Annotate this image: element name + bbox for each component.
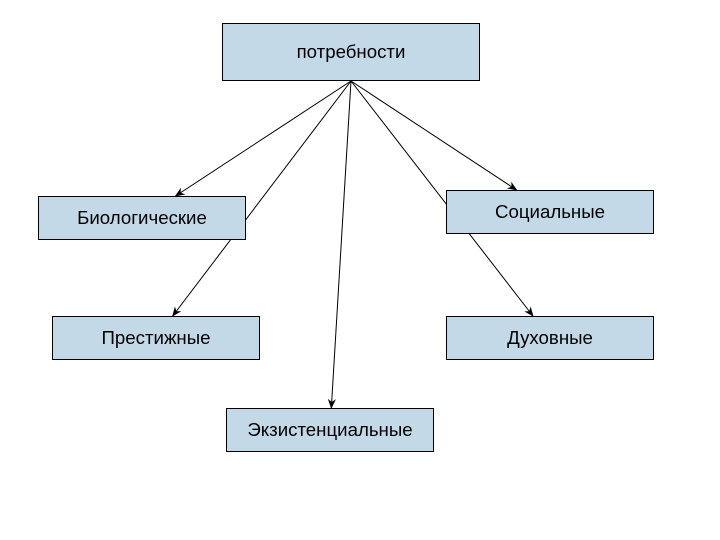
edge-exist: [331, 81, 351, 408]
node-root: потребности: [222, 23, 480, 81]
node-existential: Экзистенциальные: [226, 408, 434, 452]
node-exist-label: Экзистенциальные: [247, 419, 412, 441]
node-social-label: Социальные: [495, 201, 605, 223]
node-spirit-label: Духовные: [507, 327, 593, 349]
node-bio-label: Биологические: [77, 207, 207, 229]
node-social: Социальные: [446, 190, 654, 234]
node-prest-label: Престижные: [101, 327, 210, 349]
edge-social: [351, 81, 517, 190]
node-biological: Биологические: [38, 196, 246, 240]
edges-layer: [0, 0, 720, 540]
diagram-stage: потребности Биологические Социальные Пре…: [0, 0, 720, 540]
node-spiritual: Духовные: [446, 316, 654, 360]
node-prestige: Престижные: [52, 316, 260, 360]
node-root-label: потребности: [297, 41, 406, 63]
edge-bio: [176, 81, 351, 196]
